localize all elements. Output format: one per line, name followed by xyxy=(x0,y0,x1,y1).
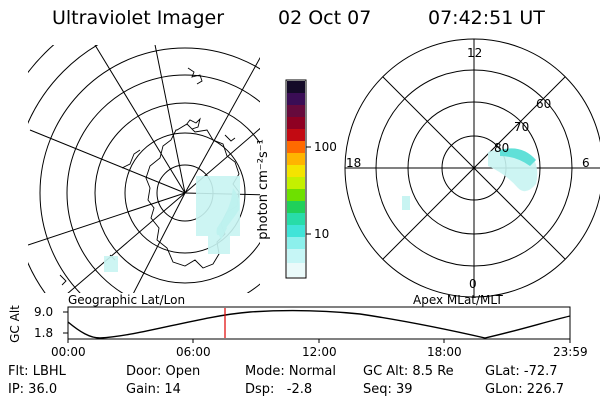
info-glon: GLon: 226.7 xyxy=(485,382,565,397)
date-label: 02 Oct 07 xyxy=(278,7,372,29)
geographic-map xyxy=(28,45,260,293)
info-seq: Seq: 39 xyxy=(363,382,413,397)
mlt-label-0: 0 xyxy=(469,277,477,291)
altitude-xtick-2359: 23:59 xyxy=(553,345,588,359)
colorbar xyxy=(285,79,311,279)
info-flt: Flt: LBHL xyxy=(8,364,66,379)
info-glat: GLat: -72.7 xyxy=(485,364,558,379)
info-door: Door: Open xyxy=(126,364,201,379)
mlat-label-60: 60 xyxy=(536,97,552,111)
apex-map-label: Apex MLat/MLT xyxy=(413,293,503,307)
mlt-label-12: 12 xyxy=(467,46,483,60)
mlat-label-70: 70 xyxy=(514,120,530,134)
info-gc-alt: GC Alt: 8.5 Re xyxy=(363,364,454,379)
colorbar-tick-10: 10 xyxy=(314,227,330,241)
geo-map-label: Geographic Lat/Lon xyxy=(68,293,186,307)
colorbar-unit-label: photon cm⁻²s⁻¹ xyxy=(255,139,271,240)
altitude-xtick-0600: 06:00 xyxy=(176,345,211,359)
altitude-xtick-1200: 12:00 xyxy=(302,345,337,359)
altitude-xtick-0000: 00:00 xyxy=(51,345,86,359)
altitude-curve xyxy=(67,310,571,339)
altitude-plot xyxy=(63,306,571,343)
time-label: 07:42:51 UT xyxy=(428,7,545,29)
instrument-title: Ultraviolet Imager xyxy=(52,7,225,29)
mlt-label-18: 18 xyxy=(346,156,362,170)
info-dsp: Dsp: -2.8 xyxy=(245,382,313,397)
apex-map xyxy=(344,38,600,298)
altitude-ytick-9: 9.0 xyxy=(34,305,54,319)
info-ip: IP: 36.0 xyxy=(8,382,58,397)
info-gain: Gain: 14 xyxy=(126,382,181,397)
mlat-label-80: 80 xyxy=(494,141,510,155)
altitude-xtick-1800: 18:00 xyxy=(427,345,462,359)
colorbar-tick-100: 100 xyxy=(314,140,337,154)
info-mode: Mode: Normal xyxy=(245,364,336,379)
mlt-label-6: 6 xyxy=(582,156,590,170)
altitude-ytick-1-8: 1.8 xyxy=(34,326,54,340)
altitude-ylabel: GC Alt xyxy=(7,305,22,343)
